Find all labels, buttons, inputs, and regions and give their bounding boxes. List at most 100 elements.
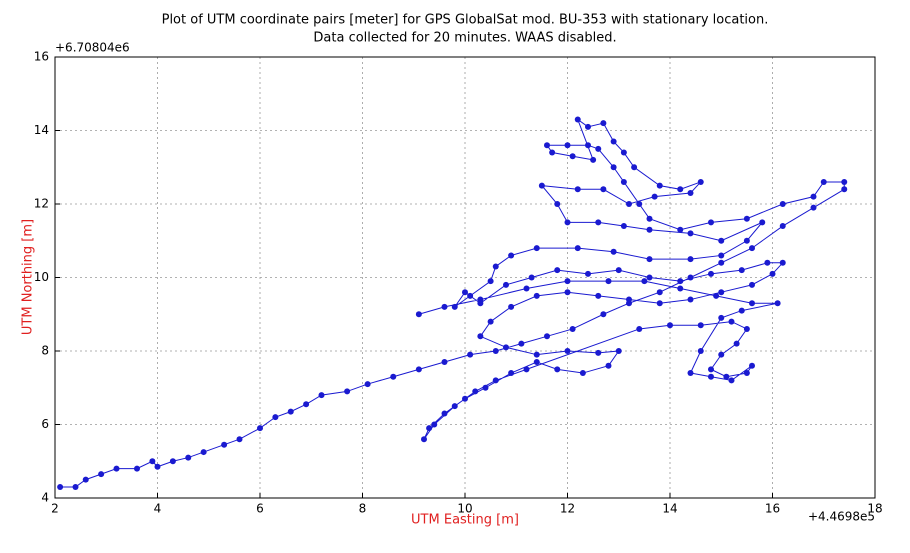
- y-tick-label: 10: [34, 270, 49, 284]
- data-point: [620, 178, 627, 185]
- data-point: [610, 164, 617, 171]
- y-tick-label: 8: [41, 344, 49, 358]
- data-point: [477, 333, 484, 340]
- data-point: [533, 292, 540, 299]
- data-point: [697, 178, 704, 185]
- data-point: [134, 465, 140, 472]
- x-axis-label: UTM Easting [m]: [411, 513, 519, 528]
- data-point: [431, 421, 438, 428]
- data-point: [708, 219, 714, 226]
- data-point: [677, 278, 684, 285]
- x-tick-label: 16: [765, 502, 780, 516]
- data-point: [236, 436, 243, 443]
- data-point: [569, 325, 576, 332]
- data-point: [764, 259, 771, 266]
- data-point: [718, 259, 725, 266]
- data-point: [590, 156, 597, 163]
- y-tick-label: 14: [34, 123, 49, 137]
- x-tick-label: 8: [359, 502, 367, 516]
- data-point: [585, 142, 591, 149]
- data-point: [687, 189, 694, 196]
- data-point: [113, 465, 120, 472]
- data-point: [585, 270, 591, 277]
- data-point: [257, 425, 263, 432]
- data-point: [713, 292, 720, 299]
- data-point: [738, 267, 745, 274]
- x-tick-label: 14: [662, 502, 677, 516]
- data-point: [564, 219, 571, 226]
- data-point: [554, 201, 561, 207]
- data-point: [708, 373, 714, 380]
- data-point: [620, 223, 627, 230]
- data-point: [390, 373, 397, 380]
- data-point: [421, 436, 427, 443]
- data-point: [472, 388, 479, 395]
- data-point: [554, 366, 561, 373]
- data-point: [636, 325, 643, 332]
- data-point: [610, 248, 617, 255]
- data-point: [677, 186, 684, 193]
- data-point: [841, 186, 848, 193]
- data-point: [651, 193, 658, 200]
- data-point: [57, 483, 64, 490]
- data-point: [462, 289, 468, 296]
- data-point: [554, 267, 561, 274]
- data-point: [708, 366, 714, 373]
- data-point: [595, 349, 602, 356]
- data-point: [646, 256, 653, 263]
- data-point: [72, 483, 79, 490]
- data-point: [467, 292, 474, 299]
- y-offset-label: +6.70804e6: [55, 41, 130, 55]
- data-point: [779, 201, 786, 207]
- data-point: [492, 348, 499, 354]
- data-point: [667, 322, 673, 329]
- data-point: [318, 392, 325, 399]
- data-point: [585, 123, 591, 130]
- chart-subtitle: Data collected for 20 minutes. WAAS disa…: [313, 31, 616, 46]
- data-point: [415, 311, 422, 318]
- y-tick-label: 12: [34, 197, 49, 211]
- data-point: [492, 263, 499, 270]
- data-point: [656, 289, 663, 296]
- data-point: [697, 348, 704, 354]
- data-point: [646, 274, 653, 281]
- data-point: [626, 201, 632, 207]
- data-point: [718, 289, 725, 296]
- chart-title: Plot of UTM coordinate pairs [meter] for…: [162, 13, 769, 28]
- data-point: [538, 182, 545, 189]
- data-point: [487, 278, 494, 285]
- data-point: [451, 403, 458, 410]
- data-point: [718, 351, 725, 358]
- data-point: [467, 351, 474, 358]
- data-point: [508, 370, 515, 377]
- data-point: [687, 256, 694, 263]
- data-point: [749, 245, 755, 252]
- y-axis-label: UTM Northing [m]: [21, 219, 36, 335]
- data-point: [523, 366, 530, 373]
- data-point: [169, 458, 176, 465]
- data-point: [415, 366, 422, 373]
- x-tick-label: 4: [154, 502, 162, 516]
- data-point: [508, 303, 515, 310]
- data-point: [441, 410, 448, 417]
- data-point: [364, 381, 371, 388]
- data-point: [605, 278, 612, 285]
- data-point: [687, 296, 694, 303]
- y-tick-label: 16: [34, 50, 49, 64]
- x-tick-label: 12: [560, 502, 575, 516]
- data-point: [820, 178, 827, 185]
- data-point: [779, 259, 786, 266]
- data-point: [723, 373, 730, 380]
- data-point: [749, 300, 755, 307]
- data-point: [518, 340, 525, 347]
- data-point: [708, 270, 714, 277]
- data-point: [533, 351, 540, 358]
- data-point: [503, 344, 509, 351]
- y-tick-label: 6: [41, 417, 49, 431]
- data-point: [610, 138, 617, 145]
- data-point: [600, 311, 607, 318]
- data-point: [82, 476, 89, 483]
- data-point: [631, 164, 638, 171]
- x-offset-label: +4.4698e5: [808, 510, 875, 524]
